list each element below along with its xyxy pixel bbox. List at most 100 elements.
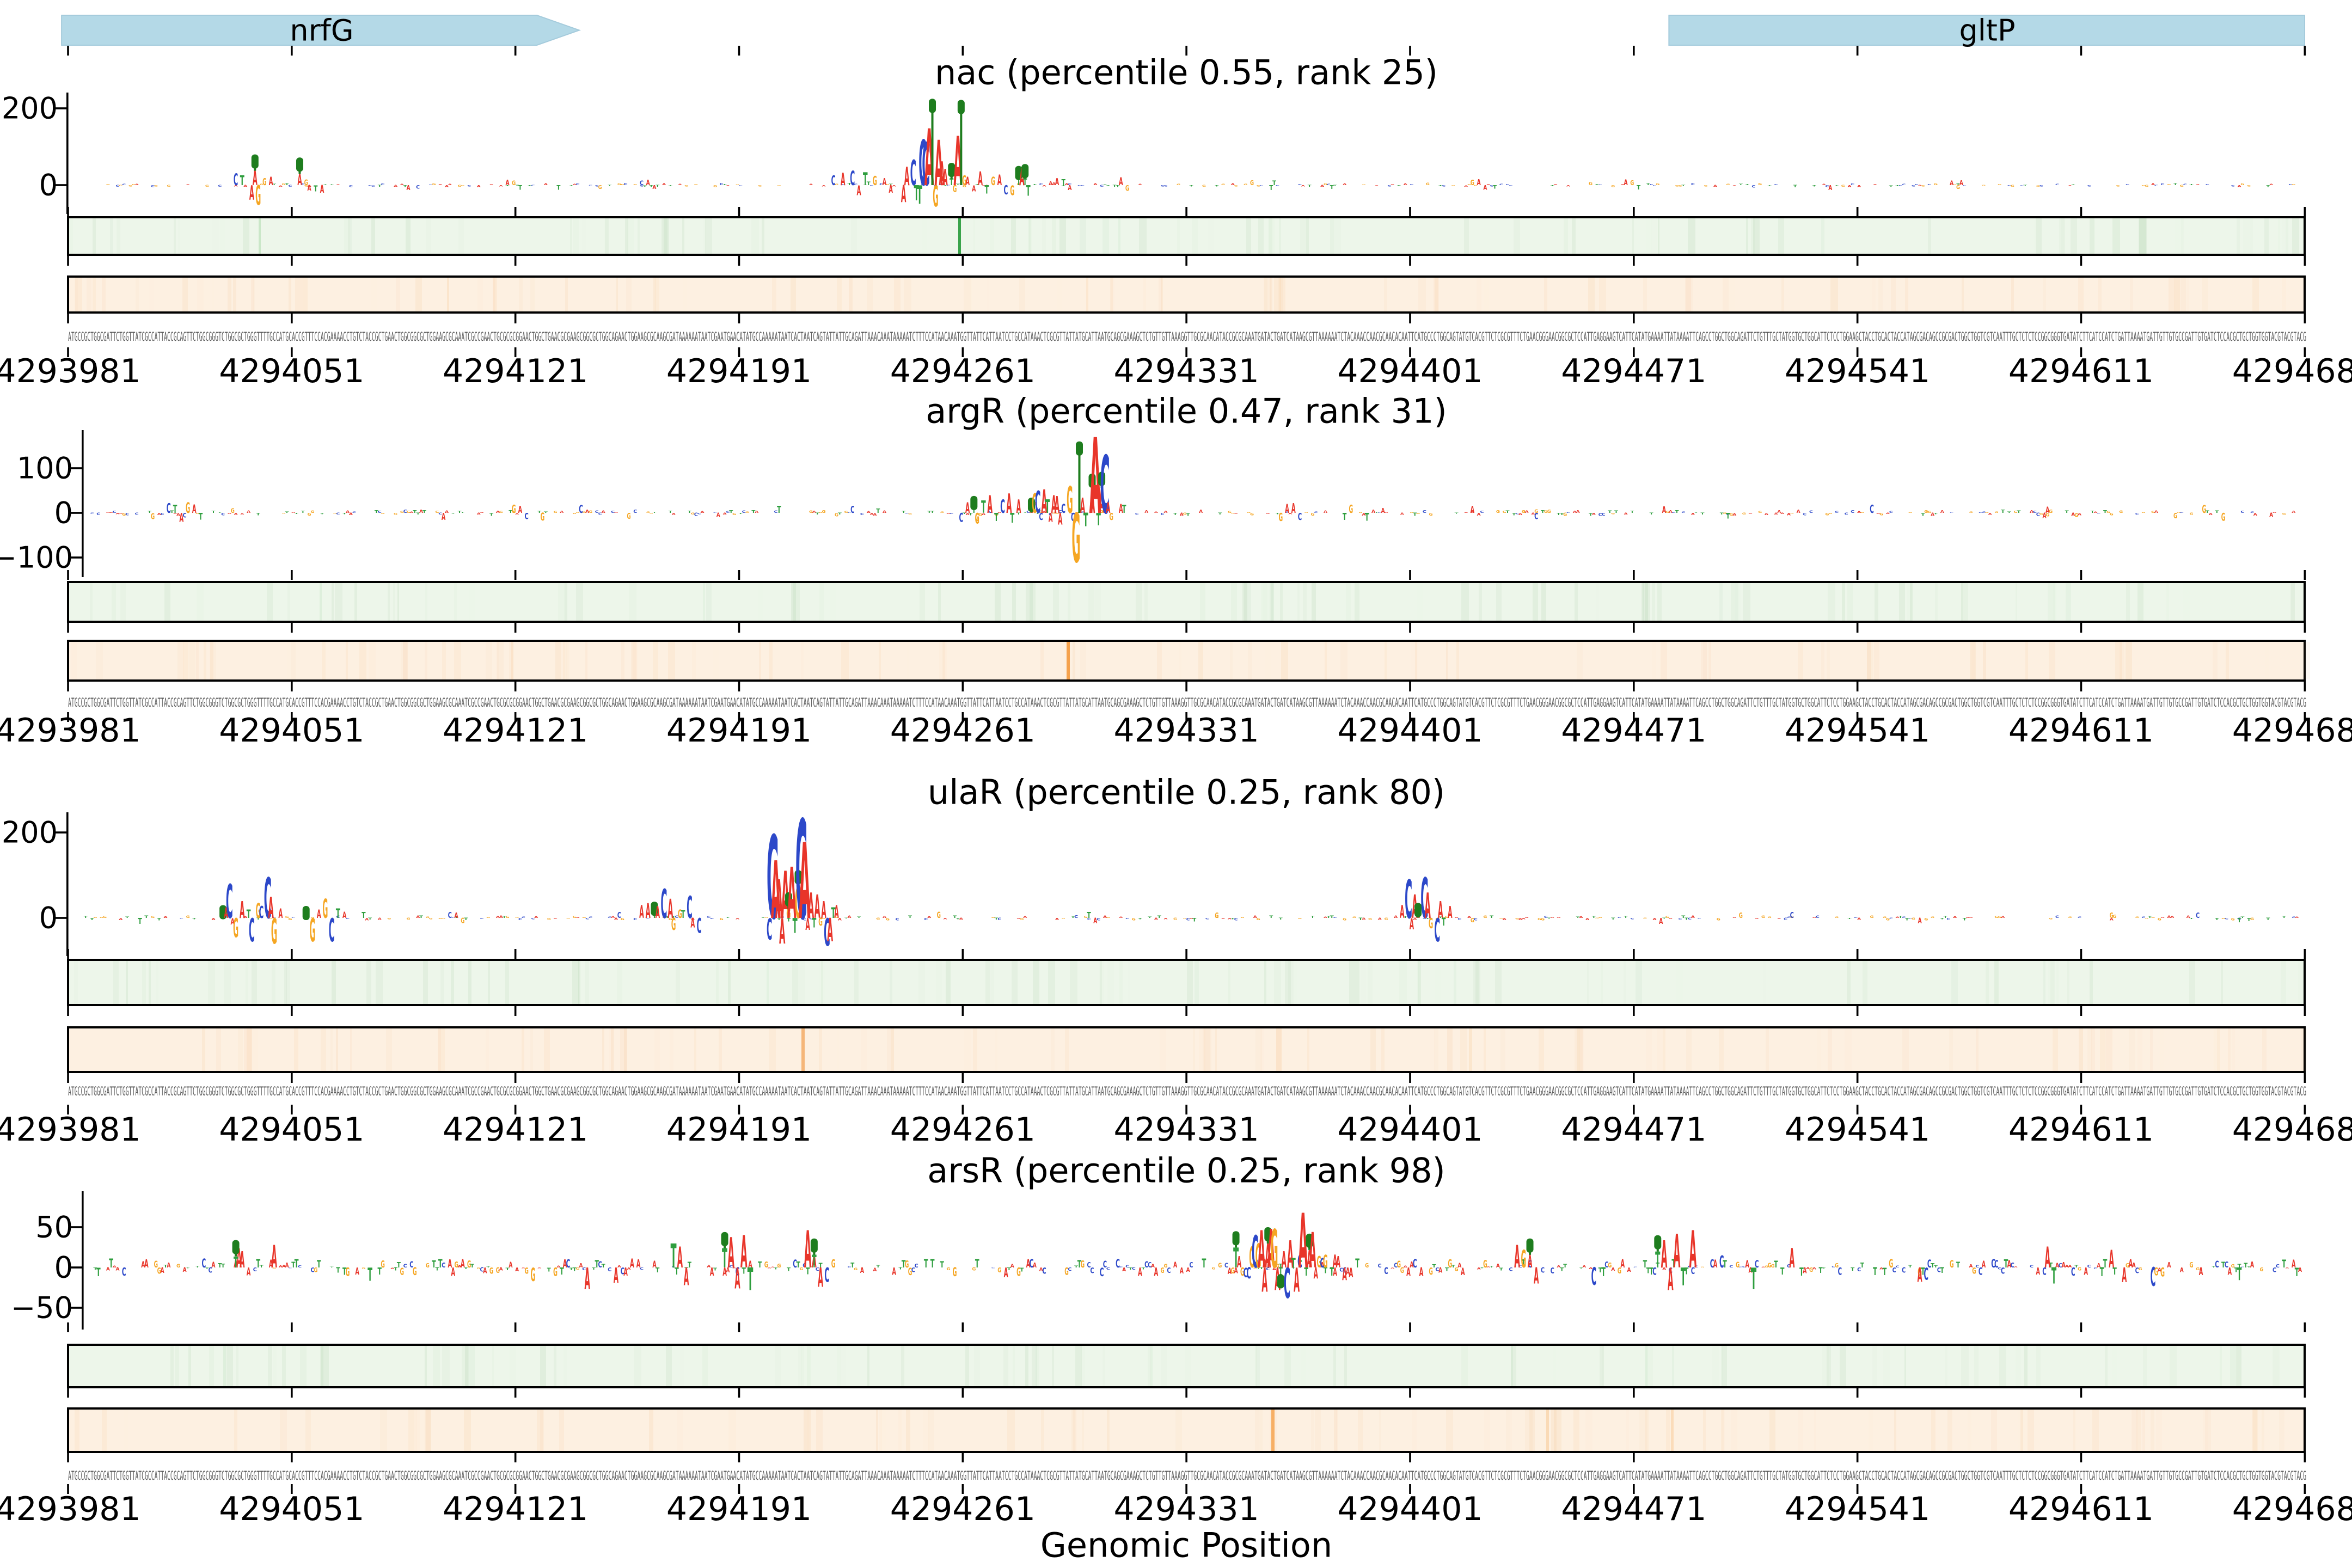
- svg-text:C: C: [767, 813, 779, 946]
- x-tick-label: 4294121: [443, 712, 589, 750]
- svg-text:T: T: [1233, 1242, 1239, 1274]
- svg-text:A: A: [834, 902, 839, 922]
- svg-text:A: A: [2253, 512, 2258, 517]
- svg-text:C: C: [1790, 911, 1794, 921]
- svg-text:T: T: [2004, 1257, 2008, 1270]
- svg-text:T: T: [1541, 510, 1545, 514]
- svg-text:A: A: [838, 917, 842, 921]
- svg-text:A: A: [1410, 915, 1414, 933]
- svg-text:T: T: [256, 1257, 260, 1271]
- svg-text:G: G: [1163, 1264, 1167, 1269]
- svg-text:C: C: [1103, 1259, 1107, 1270]
- svg-text:T: T: [1438, 916, 1443, 918]
- svg-text:C: C: [780, 916, 784, 918]
- svg-text:A: A: [2285, 1267, 2289, 1269]
- svg-text:G: G: [2074, 512, 2078, 519]
- svg-text:A: A: [1566, 185, 1571, 187]
- svg-text:G: G: [2011, 185, 2015, 187]
- svg-text:A: A: [349, 512, 353, 516]
- svg-text:A: A: [2237, 185, 2241, 188]
- svg-text:A: A: [1669, 510, 1673, 513]
- svg-text:A: A: [236, 1244, 242, 1274]
- svg-text:G: G: [1544, 510, 1548, 514]
- svg-text:G: G: [1956, 185, 1960, 191]
- svg-text:G: G: [1768, 1263, 1772, 1269]
- svg-text:G: G: [1704, 185, 1707, 187]
- svg-text:C: C: [1669, 1266, 1673, 1275]
- svg-text:C: C: [1691, 1266, 1695, 1277]
- x-tick-label: 4294191: [666, 1111, 812, 1149]
- svg-text:C: C: [694, 512, 698, 517]
- svg-text:T: T: [1327, 916, 1331, 918]
- svg-text:C: C: [1518, 1265, 1522, 1269]
- svg-text:G: G: [1835, 916, 1839, 918]
- svg-text:G: G: [322, 894, 328, 924]
- svg-text:G: G: [1161, 1266, 1165, 1275]
- svg-text:T: T: [1819, 1266, 1823, 1275]
- svg-text:G: G: [2160, 1266, 2165, 1280]
- svg-text:T: T: [1671, 1257, 1676, 1270]
- svg-text:G: G: [1218, 1263, 1222, 1269]
- svg-text:A: A: [1959, 179, 1964, 187]
- svg-text:G: G: [233, 913, 238, 944]
- svg-text:G: G: [285, 916, 289, 918]
- svg-text:C: C: [1434, 912, 1440, 950]
- svg-text:C: C: [1912, 185, 1915, 187]
- svg-text:G: G: [953, 184, 957, 195]
- svg-text:G: G: [1221, 183, 1225, 186]
- svg-text:A: A: [1019, 164, 1025, 191]
- svg-text:G: G: [835, 512, 838, 518]
- svg-text:C: C: [2183, 183, 2187, 186]
- svg-text:T: T: [1202, 1257, 1206, 1271]
- svg-text:C: C: [640, 185, 644, 187]
- svg-text:T: T: [2266, 185, 2270, 187]
- svg-text:C: C: [1927, 1258, 1932, 1270]
- svg-text:C: C: [1688, 1265, 1692, 1268]
- svg-text:C: C: [1244, 1266, 1248, 1281]
- svg-text:C: C: [1505, 184, 1509, 186]
- svg-text:T: T: [863, 184, 867, 185]
- svg-text:A: A: [678, 183, 682, 186]
- svg-text:C: C: [1534, 512, 1538, 522]
- svg-text:A: A: [2228, 1266, 2232, 1277]
- svg-text:A: A: [1464, 185, 1468, 187]
- svg-text:G: G: [1298, 917, 1302, 919]
- svg-text:T: T: [787, 917, 791, 923]
- svg-text:A: A: [1404, 1265, 1408, 1269]
- svg-text:C: C: [122, 1265, 126, 1278]
- svg-text:G: G: [1790, 513, 1794, 514]
- svg-text:G: G: [1276, 1264, 1279, 1269]
- svg-text:C: C: [1320, 1256, 1324, 1271]
- svg-text:C: C: [924, 917, 928, 921]
- svg-text:G: G: [496, 1266, 500, 1275]
- svg-text:C: C: [1039, 511, 1043, 523]
- svg-text:T: T: [1521, 1257, 1526, 1270]
- svg-text:A: A: [1579, 916, 1583, 918]
- svg-text:A: A: [617, 1265, 621, 1268]
- svg-text:A: A: [972, 184, 976, 194]
- svg-text:A: A: [1464, 512, 1468, 513]
- svg-text:G: G: [576, 512, 580, 513]
- svg-text:G: G: [962, 173, 966, 189]
- svg-text:T: T: [1720, 512, 1724, 515]
- svg-text:A: A: [499, 185, 504, 187]
- svg-text:T: T: [285, 183, 289, 186]
- svg-text:C: C: [1975, 1264, 1979, 1269]
- svg-text:A: A: [985, 185, 989, 187]
- svg-text:C: C: [598, 512, 603, 516]
- svg-text:A: A: [959, 917, 964, 921]
- svg-text:A: A: [2167, 915, 2171, 919]
- svg-text:G: G: [1400, 1266, 1404, 1275]
- svg-text:C: C: [2206, 184, 2209, 185]
- svg-text:G: G: [1982, 185, 1986, 186]
- svg-text:C: C: [1039, 183, 1043, 186]
- svg-text:G: G: [1761, 915, 1765, 919]
- svg-text:T: T: [758, 1260, 762, 1270]
- svg-text:G: G: [1455, 1267, 1459, 1272]
- svg-text:T: T: [285, 511, 289, 513]
- svg-text:C: C: [531, 185, 535, 187]
- svg-text:C: C: [1898, 185, 1902, 187]
- svg-text:G: G: [1717, 917, 1720, 921]
- svg-text:T: T: [2266, 917, 2270, 921]
- svg-text:A: A: [2154, 510, 2159, 513]
